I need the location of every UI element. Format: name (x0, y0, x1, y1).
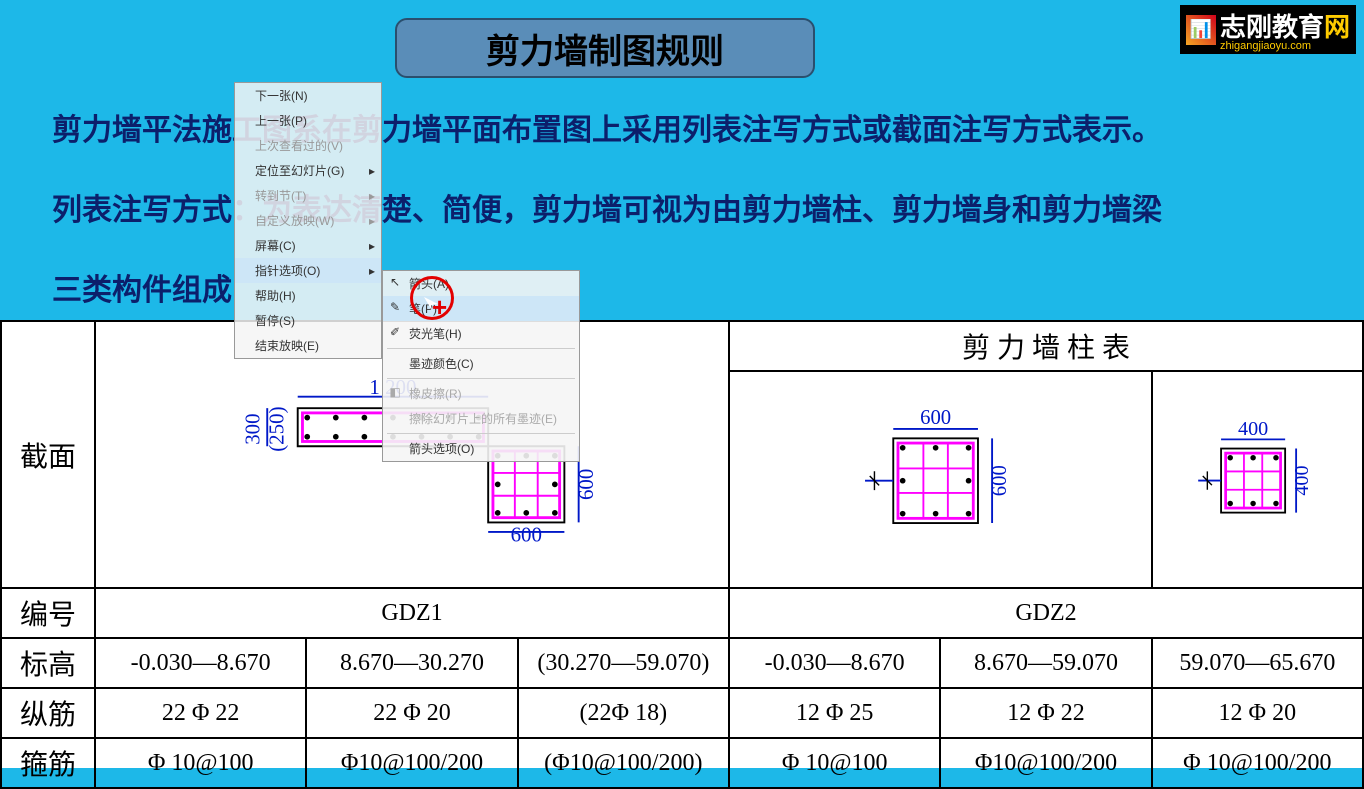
menu-custom-show: 自定义放映(W) (235, 208, 381, 233)
brand-logo: 📊 志刚教育网 zhigangjiaoyu.com (1180, 5, 1356, 54)
svg-text:(250): (250) (264, 406, 288, 451)
cell-gdz2-label: GDZ2 (729, 588, 1363, 638)
shear-wall-table: 截面 1 200 (0, 320, 1364, 768)
svg-text:400: 400 (1238, 418, 1268, 440)
menu-end-show[interactable]: 结束放映(E) (235, 333, 381, 358)
logo-last: 网 (1324, 12, 1350, 42)
menu-screen[interactable]: 屏幕(C) (235, 233, 381, 258)
context-menu: 下一张(N) 上一张(P) 上次查看过的(V) 定位至幻灯片(G) 转到节(T)… (234, 82, 382, 359)
cell-long-3: 12 Φ 25 (729, 688, 940, 738)
cell-stir-1: Φ10@100/200 (306, 738, 517, 788)
svg-text:600: 600 (920, 407, 951, 429)
submenu-arrow-options[interactable]: 箭头选项(O) (383, 436, 579, 461)
submenu-eraser: ◧橡皮擦(R) (383, 381, 579, 406)
cell-elev-0: -0.030—8.670 (95, 638, 306, 688)
section-gdz2b: 400 400 (1152, 371, 1363, 588)
cell-elev-2: (30.270—59.070) (518, 638, 729, 688)
cell-stir-3: Φ 10@100 (729, 738, 940, 788)
row-label-stir: 箍筋 (1, 738, 95, 788)
cell-elev-1: 8.670—30.270 (306, 638, 517, 688)
cell-elev-4: 8.670—59.070 (940, 638, 1151, 688)
menu-goto-section: 转到节(T) (235, 183, 381, 208)
menu-pause[interactable]: 暂停(S) (235, 308, 381, 333)
cell-long-0: 22 Φ 22 (95, 688, 306, 738)
cell-elev-3: -0.030—8.670 (729, 638, 940, 688)
eraser-icon: ◧ (387, 385, 403, 399)
pen-icon: ✎ (387, 300, 403, 314)
section-gdz2a: 600 600 (729, 371, 1152, 588)
row-label-id: 编号 (1, 588, 95, 638)
svg-text:600: 600 (511, 522, 542, 546)
svg-text:400: 400 (1291, 465, 1313, 495)
submenu-erase-all: 擦除幻灯片上的所有墨迹(E) (383, 406, 579, 431)
page-title: 剪力墙制图规则 (395, 18, 815, 78)
cursor-icon (432, 302, 450, 320)
submenu-sep3 (387, 433, 575, 434)
cell-stir-0: Φ 10@100 (95, 738, 306, 788)
submenu-highlighter[interactable]: ✐荧光笔(H) (383, 321, 579, 346)
menu-help[interactable]: 帮助(H) (235, 283, 381, 308)
arrow-icon: ↖ (387, 275, 403, 289)
menu-goto-slide[interactable]: 定位至幻灯片(G) (235, 158, 381, 183)
svg-text:300: 300 (241, 413, 265, 444)
cell-long-2: (22Φ 18) (518, 688, 729, 738)
submenu-sep1 (387, 348, 575, 349)
menu-pointer-options[interactable]: 指针选项(O) (235, 258, 381, 283)
submenu-ink-color[interactable]: 墨迹颜色(C) (383, 351, 579, 376)
menu-last-viewed: 上次查看过的(V) (235, 133, 381, 158)
menu-next[interactable]: 下一张(N) (235, 83, 381, 108)
menu-prev[interactable]: 上一张(P) (235, 108, 381, 133)
cell-gdz1-label: GDZ1 (95, 588, 729, 638)
cell-long-1: 22 Φ 20 (306, 688, 517, 738)
logo-text: 志刚教育 (1220, 12, 1324, 42)
logo-icon: 📊 (1186, 15, 1216, 45)
submenu-sep2 (387, 378, 575, 379)
cell-long-4: 12 Φ 22 (940, 688, 1151, 738)
highlighter-icon: ✐ (387, 325, 403, 339)
svg-text:600: 600 (574, 469, 598, 500)
cell-elev-5: 59.070—65.670 (1152, 638, 1363, 688)
row-label-section: 截面 (1, 321, 95, 588)
row-label-long: 纵筋 (1, 688, 95, 738)
row-label-elev: 标高 (1, 638, 95, 688)
cell-stir-5: Φ 10@100/200 (1152, 738, 1363, 788)
cell-stir-4: Φ10@100/200 (940, 738, 1151, 788)
cell-long-5: 12 Φ 20 (1152, 688, 1363, 738)
cell-stir-2: (Φ10@100/200) (518, 738, 729, 788)
table-title: 剪 力 墙 柱 表 (729, 321, 1363, 371)
